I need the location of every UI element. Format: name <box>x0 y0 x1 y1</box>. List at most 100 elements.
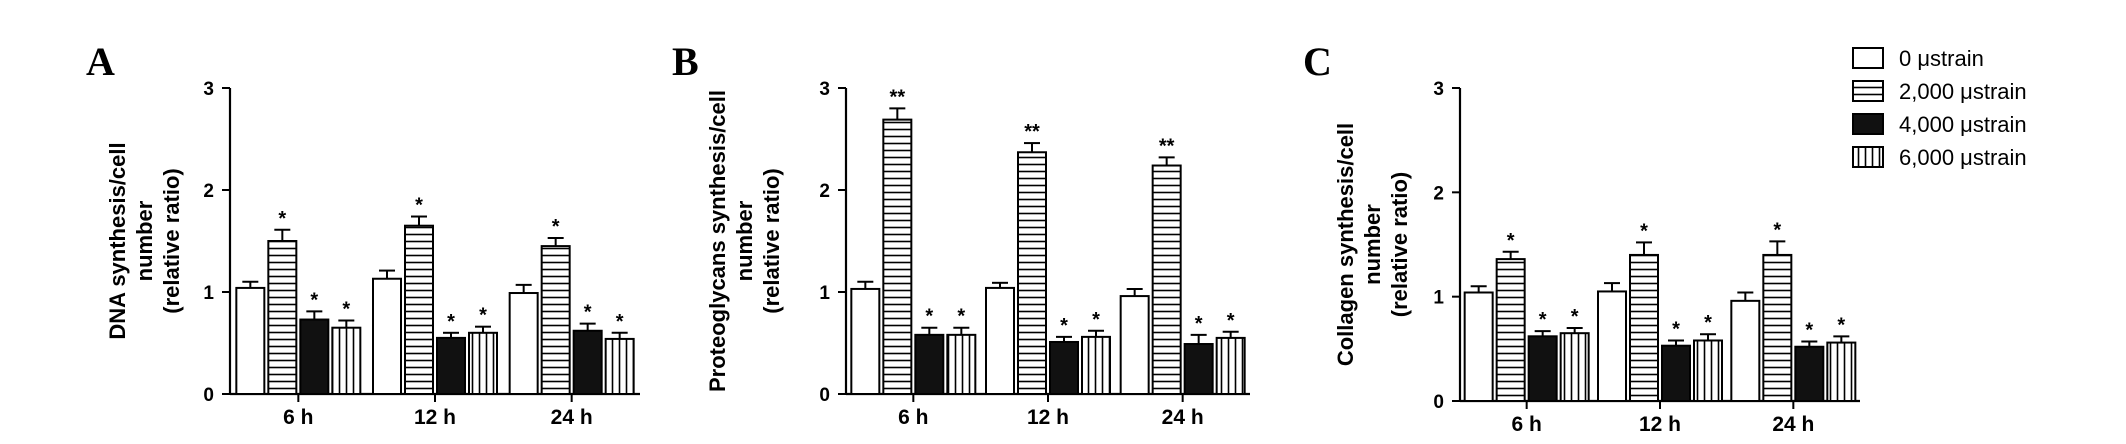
bar-6-000-strain <box>1693 339 1723 402</box>
x-tick-label: 12 h <box>1639 413 1681 436</box>
bar-2-000-strain <box>1017 151 1047 395</box>
significance-mark: * <box>1704 312 1712 334</box>
x-tick-label: 24 h <box>1162 406 1204 429</box>
bar-6-000-strain <box>331 326 362 396</box>
significance-mark: * <box>616 311 624 333</box>
significance-mark: * <box>1195 313 1203 335</box>
bar-2-000-strain <box>1629 253 1659 402</box>
x-tick-label: 12 h <box>414 406 456 429</box>
significance-mark: ** <box>890 86 906 108</box>
y-tick-label: 0 <box>819 385 830 406</box>
y-tick-label: 1 <box>819 283 830 304</box>
legend-label: 6,000 μstrain <box>1899 145 2027 170</box>
x-tick-label: 12 h <box>1027 406 1069 429</box>
bar-6-000-strain <box>1559 332 1590 402</box>
bar-0-strain <box>985 286 1015 396</box>
significance-mark: * <box>342 299 350 321</box>
bar-6-000-strain <box>946 333 977 395</box>
bar-2-000-strain <box>1762 253 1793 402</box>
bar-4-000-strain <box>572 329 603 396</box>
panel-letter: B <box>672 39 699 84</box>
significance-mark: * <box>1507 230 1515 252</box>
bar-2-000-strain <box>882 118 913 396</box>
y-axis-label: (relative ratio) <box>1387 172 1412 318</box>
y-tick-label: 1 <box>203 283 214 304</box>
significance-mark: * <box>925 306 933 328</box>
bar-4-000-strain <box>1527 335 1558 402</box>
significance-mark: * <box>1092 309 1100 331</box>
legend-label: 4,000 μstrain <box>1899 112 2027 137</box>
y-tick-label: 2 <box>203 181 214 202</box>
x-tick-label: 6 h <box>283 406 313 429</box>
chart-panel-c: C Collagen synthesis/cell number (relative … <box>1303 39 1860 436</box>
bar-6-000-strain <box>1826 341 1857 402</box>
legend-label: 0 μstrain <box>1899 46 1984 71</box>
significance-mark: * <box>479 305 487 327</box>
bar-2-000-strain <box>540 245 571 395</box>
panel-letter: A <box>86 39 115 84</box>
bar-6-000-strain <box>1081 335 1111 396</box>
bar-6-000-strain <box>604 337 635 396</box>
y-tick-label: 2 <box>1433 183 1444 204</box>
y-axis-label: Collagen synthesis/cell <box>1333 123 1358 366</box>
legend-swatch <box>1852 47 1884 69</box>
bar-2-000-strain <box>1151 164 1182 395</box>
bar-6-000-strain <box>1215 336 1246 395</box>
bar-2-000-strain <box>1495 258 1526 402</box>
x-tick-label: 6 h <box>898 406 928 429</box>
panel-letter: C <box>1303 39 1332 84</box>
y-tick-label: 3 <box>203 79 214 100</box>
significance-mark: * <box>1640 220 1648 242</box>
bar-2-000-strain <box>267 240 298 395</box>
significance-mark: * <box>1773 219 1781 241</box>
significance-mark: * <box>1060 315 1068 337</box>
x-tick-label: 6 h <box>1511 413 1541 436</box>
significance-mark: * <box>1805 320 1813 342</box>
y-axis-label: number <box>1360 204 1385 285</box>
legend-swatch <box>1852 113 1884 135</box>
bar-4-000-strain <box>1794 345 1825 403</box>
significance-mark: * <box>447 311 455 333</box>
bar-4-000-strain <box>436 336 466 395</box>
bar-0-strain <box>372 277 402 395</box>
significance-mark: * <box>1227 310 1235 332</box>
bar-4-000-strain <box>1183 343 1214 395</box>
significance-mark: * <box>957 306 965 328</box>
bar-0-strain <box>1463 291 1494 403</box>
legend: 0 μstrain 2,000 μstrain 4,000 μstrain 6,000… <box>1852 46 2027 170</box>
y-tick-label: 2 <box>819 181 830 202</box>
bar-4-000-strain <box>914 333 945 395</box>
y-axis-label: DNA synthesis/cell <box>105 142 130 339</box>
significance-mark: * <box>1837 314 1845 336</box>
bar-0-strain <box>508 292 539 395</box>
bar-0-strain <box>1119 295 1150 395</box>
y-tick-label: 3 <box>819 79 830 100</box>
y-axis-label: number <box>132 200 157 281</box>
significance-mark: * <box>552 216 560 238</box>
y-tick-label: 0 <box>203 385 214 406</box>
chart-panel-a: A DNA synthesis/cell number (relative ratio… <box>86 39 640 429</box>
bar-4-000-strain <box>299 318 330 396</box>
legend-label: 2,000 μstrain <box>1899 79 2027 104</box>
significance-mark: * <box>310 289 318 311</box>
y-axis-label: (relative ratio) <box>159 168 184 314</box>
significance-mark: ** <box>1024 121 1040 143</box>
significance-mark: * <box>415 195 423 217</box>
bar-0-strain <box>235 286 266 396</box>
legend-swatch <box>1852 146 1884 168</box>
bar-0-strain <box>1730 299 1761 402</box>
legend-swatch <box>1852 80 1884 102</box>
bar-6-000-strain <box>468 331 498 395</box>
significance-mark: * <box>1571 306 1579 328</box>
bar-4-000-strain <box>1049 340 1079 396</box>
y-tick-label: 0 <box>1433 392 1444 413</box>
bar-4-000-strain <box>1661 344 1691 403</box>
y-axis-label: number <box>732 200 757 281</box>
bar-0-strain <box>850 287 881 395</box>
bar-2-000-strain <box>404 224 434 395</box>
y-axis-label: (relative ratio) <box>759 168 784 314</box>
bar-0-strain <box>1597 290 1627 403</box>
